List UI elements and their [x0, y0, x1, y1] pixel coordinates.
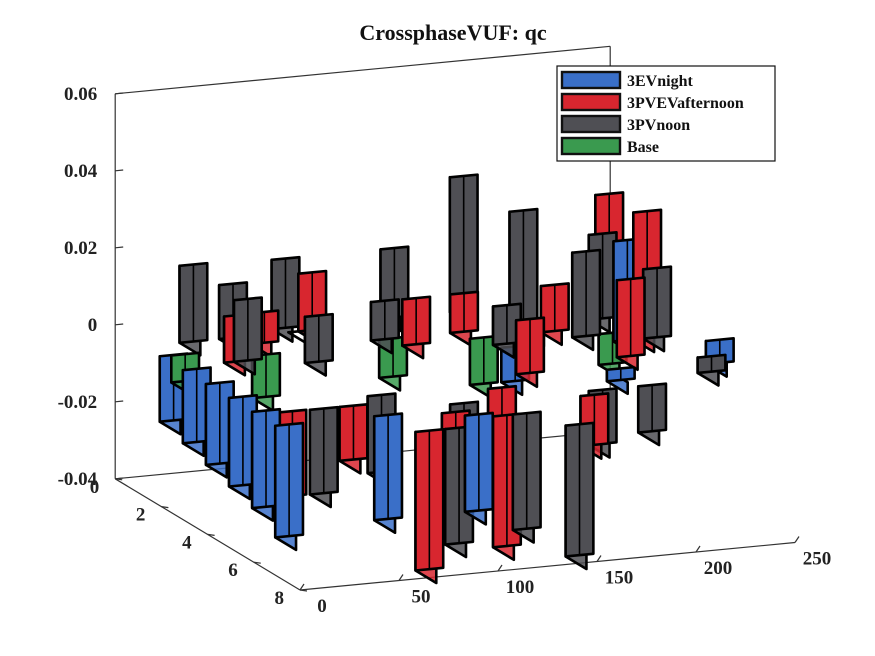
x-tick-mark — [398, 574, 404, 581]
chart-title: CrossphaseVUF: qc — [359, 20, 546, 45]
surface-panel — [636, 382, 668, 447]
x-tick-label: 200 — [704, 558, 733, 579]
surface-panel — [369, 298, 400, 355]
surface-panel — [696, 353, 727, 387]
surface-panels — [158, 173, 735, 585]
surface-panel — [400, 295, 432, 360]
x-tick-label: 250 — [803, 549, 832, 570]
surface-panel — [605, 365, 636, 396]
surface-panel — [372, 412, 404, 535]
surface-panel — [232, 296, 264, 376]
y-tick-label: 4 — [182, 532, 192, 553]
legend-swatch — [560, 114, 622, 134]
surface-panel — [338, 402, 369, 475]
surface-panel — [250, 407, 282, 522]
surface-panel — [615, 276, 646, 372]
surface-panel — [308, 405, 339, 509]
z-tick-label: 0.02 — [64, 238, 97, 259]
z-tick-label: 0 — [88, 315, 98, 336]
legend-label: 3EVnight — [627, 73, 693, 90]
legend-label: Base — [627, 139, 659, 156]
y-axis-ticks: 0 2 4 6 8 — [90, 477, 308, 609]
z-tick-mark — [115, 246, 124, 249]
x-tick-label: 100 — [506, 577, 535, 598]
surface-panel — [448, 173, 479, 326]
legend-swatch — [560, 70, 622, 90]
surface-panel — [570, 248, 602, 352]
z-tick-label: -0.04 — [58, 469, 98, 490]
back-top-line — [115, 45, 611, 95]
y-tick-label: 8 — [275, 588, 285, 609]
surface-panel — [204, 380, 235, 479]
x-tick-mark — [596, 555, 602, 562]
x-tick-mark — [299, 583, 305, 591]
legend-label: 3PVnoon — [627, 117, 690, 134]
surface-panel — [539, 282, 570, 347]
surface-panel — [414, 427, 445, 585]
y-tick-label: 6 — [228, 560, 238, 581]
legend: 3EVnight 3PVEVafternoon 3PVnoon Base — [556, 65, 776, 162]
surface-panel — [564, 421, 595, 571]
x-tick-label: 50 — [412, 587, 431, 608]
y-tick-label: 0 — [90, 477, 100, 498]
x-axis-ticks: 0 50 100 150 200 250 — [299, 536, 832, 617]
surface-panel — [514, 316, 546, 389]
y-tick-mark — [253, 561, 261, 564]
y-tick-mark — [207, 533, 215, 536]
z-tick-label: 0.04 — [64, 161, 98, 182]
z-tick-mark — [115, 92, 124, 95]
surface-panel — [511, 410, 542, 544]
z-tick-mark — [115, 169, 124, 172]
y-tick-mark — [115, 478, 123, 481]
surface-panel — [448, 290, 480, 347]
surface-panel — [491, 302, 523, 359]
z-tick-label: -0.02 — [58, 392, 98, 413]
legend-swatch — [560, 92, 622, 112]
surface-panel — [463, 411, 495, 526]
z-axis-ticks: -0.04 -0.02 0 0.02 0.04 0.06 — [58, 84, 124, 490]
surface-panel — [178, 261, 209, 357]
z-tick-label: 0.06 — [64, 84, 97, 105]
x-tick-label: 0 — [317, 596, 327, 617]
z-tick-mark — [115, 400, 124, 403]
surface-panel — [303, 312, 334, 377]
surface-panel — [250, 351, 282, 412]
x-tick-mark — [695, 545, 701, 553]
legend-swatch — [560, 136, 622, 156]
surface-panel — [641, 265, 673, 353]
y-tick-mark — [161, 506, 169, 509]
x-tick-mark — [497, 564, 503, 572]
z-tick-mark — [115, 323, 124, 326]
surface-panel — [273, 421, 305, 552]
y-tick-mark — [299, 589, 308, 592]
x-tick-mark — [794, 536, 800, 543]
legend-label: 3PVEVafternoon — [627, 95, 744, 112]
x-axis-line — [299, 541, 796, 591]
x-tick-label: 150 — [605, 568, 634, 589]
y-tick-label: 2 — [136, 505, 146, 526]
